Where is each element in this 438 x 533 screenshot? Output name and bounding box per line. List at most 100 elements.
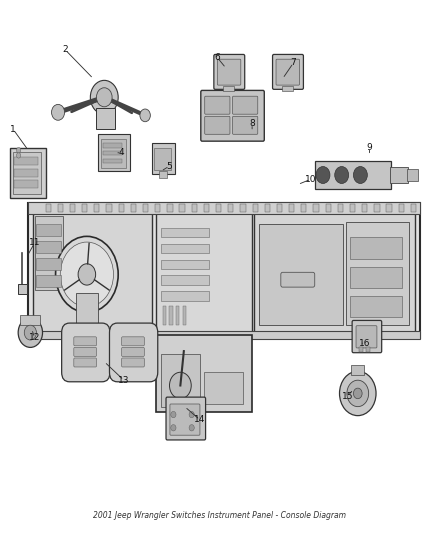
FancyBboxPatch shape bbox=[232, 116, 257, 134]
Bar bbox=[179, 204, 184, 212]
Bar bbox=[281, 86, 292, 91]
Text: 5: 5 bbox=[166, 161, 172, 171]
Bar bbox=[228, 204, 233, 212]
FancyBboxPatch shape bbox=[351, 320, 381, 353]
Text: 12: 12 bbox=[29, 334, 40, 342]
Bar bbox=[345, 222, 408, 325]
Text: 8: 8 bbox=[249, 119, 254, 128]
Bar bbox=[167, 204, 172, 212]
Text: 2001 Jeep Wrangler Switches Instrument Panel - Console Diagram: 2001 Jeep Wrangler Switches Instrument P… bbox=[93, 511, 345, 520]
Bar bbox=[203, 204, 208, 212]
Bar bbox=[95, 108, 115, 129]
Circle shape bbox=[16, 153, 21, 158]
FancyBboxPatch shape bbox=[232, 96, 257, 114]
Bar bbox=[325, 204, 330, 212]
Circle shape bbox=[189, 425, 194, 431]
Circle shape bbox=[51, 104, 64, 120]
Text: 10: 10 bbox=[304, 175, 316, 184]
Bar bbox=[76, 293, 98, 330]
Circle shape bbox=[90, 80, 118, 114]
Bar bbox=[28, 202, 419, 214]
Bar bbox=[406, 169, 417, 181]
Bar bbox=[131, 204, 136, 212]
Bar bbox=[398, 204, 403, 212]
Bar bbox=[10, 148, 46, 198]
FancyBboxPatch shape bbox=[109, 323, 157, 382]
Text: 2: 2 bbox=[62, 45, 68, 54]
Bar bbox=[361, 204, 367, 212]
FancyBboxPatch shape bbox=[272, 54, 303, 90]
Bar bbox=[36, 241, 61, 253]
Circle shape bbox=[96, 88, 112, 107]
Bar bbox=[82, 204, 87, 212]
Bar bbox=[20, 315, 40, 325]
Bar bbox=[350, 366, 364, 375]
Bar bbox=[36, 258, 61, 270]
FancyBboxPatch shape bbox=[217, 59, 240, 85]
FancyBboxPatch shape bbox=[74, 348, 96, 357]
Circle shape bbox=[353, 388, 361, 399]
Circle shape bbox=[24, 325, 36, 340]
Bar bbox=[410, 204, 415, 212]
Bar bbox=[46, 204, 51, 212]
Bar bbox=[349, 266, 401, 288]
Bar bbox=[389, 166, 407, 183]
Bar bbox=[176, 306, 179, 325]
Bar bbox=[13, 152, 41, 193]
Circle shape bbox=[170, 425, 176, 431]
Bar bbox=[102, 143, 122, 148]
Circle shape bbox=[334, 166, 348, 183]
Bar bbox=[337, 204, 342, 212]
Bar bbox=[14, 168, 38, 176]
Circle shape bbox=[189, 411, 194, 418]
FancyBboxPatch shape bbox=[200, 91, 264, 141]
FancyBboxPatch shape bbox=[121, 358, 144, 367]
Bar bbox=[158, 171, 167, 177]
Bar bbox=[191, 204, 196, 212]
Bar bbox=[254, 208, 414, 333]
Bar bbox=[160, 244, 208, 253]
Circle shape bbox=[353, 166, 367, 183]
Bar bbox=[101, 139, 126, 167]
Bar bbox=[223, 86, 233, 91]
FancyBboxPatch shape bbox=[61, 323, 110, 382]
Bar bbox=[118, 204, 124, 212]
Bar bbox=[182, 306, 186, 325]
Text: 13: 13 bbox=[118, 376, 129, 385]
Bar bbox=[98, 134, 130, 171]
Circle shape bbox=[56, 236, 118, 312]
Text: 14: 14 bbox=[194, 415, 205, 424]
Bar bbox=[349, 237, 401, 259]
Bar bbox=[258, 224, 343, 325]
Bar bbox=[276, 204, 282, 212]
Bar bbox=[36, 275, 61, 287]
Circle shape bbox=[170, 411, 176, 418]
Circle shape bbox=[16, 148, 21, 153]
Circle shape bbox=[169, 372, 191, 399]
FancyBboxPatch shape bbox=[204, 96, 230, 114]
FancyBboxPatch shape bbox=[280, 272, 314, 287]
Bar bbox=[106, 204, 111, 212]
Bar bbox=[160, 228, 208, 237]
Text: 7: 7 bbox=[290, 59, 296, 67]
FancyBboxPatch shape bbox=[204, 116, 230, 134]
Text: 11: 11 bbox=[29, 238, 40, 247]
Circle shape bbox=[78, 264, 95, 285]
Circle shape bbox=[346, 380, 368, 407]
Bar bbox=[102, 151, 122, 156]
Text: 6: 6 bbox=[214, 53, 220, 62]
Bar bbox=[349, 204, 354, 212]
Bar bbox=[152, 143, 174, 174]
Text: 16: 16 bbox=[359, 338, 370, 348]
Bar bbox=[36, 224, 61, 236]
FancyBboxPatch shape bbox=[276, 59, 299, 85]
Text: 4: 4 bbox=[119, 148, 124, 157]
Bar bbox=[18, 285, 27, 294]
Text: 9: 9 bbox=[366, 143, 371, 152]
FancyBboxPatch shape bbox=[355, 326, 376, 348]
Bar bbox=[14, 157, 38, 165]
Bar bbox=[155, 204, 160, 212]
Circle shape bbox=[60, 242, 113, 307]
Bar bbox=[169, 306, 173, 325]
Bar bbox=[313, 204, 318, 212]
